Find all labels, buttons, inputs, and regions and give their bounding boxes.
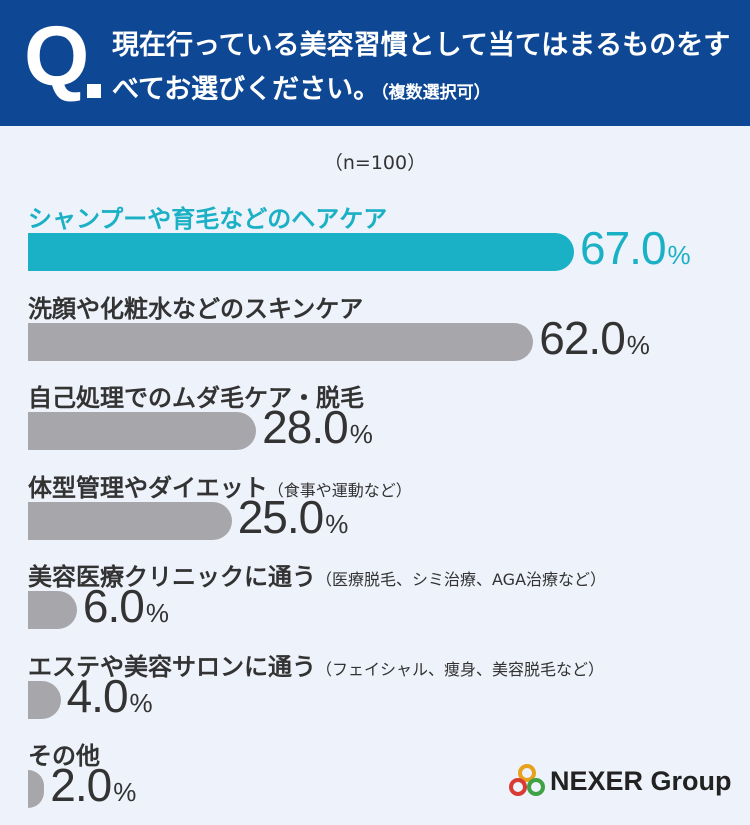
value-number: 4.0 xyxy=(66,669,129,722)
nexer-logo-text: NEXER Group xyxy=(550,765,732,796)
question-text: 現在行っている美容習慣として当てはまるものをすべてお選びください。（複数選択可） xyxy=(112,24,742,115)
value-unit: % xyxy=(129,687,153,718)
category-label: エステや美容サロンに通う（フェイシャル、痩身、美容脱毛など） xyxy=(28,647,604,682)
bar xyxy=(28,412,257,450)
question-note: （複数選択可） xyxy=(380,83,491,103)
category-name: シャンプーや育毛などのヘアケア xyxy=(28,205,388,233)
category-label: その他 xyxy=(28,736,100,771)
value-number: 2.0 xyxy=(50,759,112,811)
category-label: シャンプーや育毛などのヘアケア xyxy=(28,199,387,234)
value-unit: % xyxy=(325,508,349,539)
value-number: 28.0 xyxy=(262,401,349,453)
category-note: （食事や運動など） xyxy=(267,480,412,500)
value-unit: % xyxy=(145,598,169,628)
value-number: 62.0 xyxy=(539,311,626,364)
value-number: 6.0 xyxy=(82,580,145,632)
value-unit: % xyxy=(667,240,691,270)
bar xyxy=(28,501,232,540)
category-name: その他 xyxy=(28,742,100,770)
question-mark-dot xyxy=(87,84,101,98)
nexer-logo-icon xyxy=(509,764,545,796)
question-header: Q 現在行っている美容習慣として当てはまるものをすべてお選びください。（複数選択… xyxy=(0,0,750,126)
sample-size: （n=100） xyxy=(323,152,427,174)
category-name: 洗顔や化粧水などのスキンケア xyxy=(28,294,364,323)
bar xyxy=(28,770,45,808)
category-note: （医療脱毛、シミ治療、AGA治療など） xyxy=(316,570,607,589)
category-name: 自己処理でのムダ毛ケア・脱毛 xyxy=(28,384,364,412)
category-note: （フェイシャル、痩身、美容脱毛など） xyxy=(316,659,605,679)
value-label: 25.0% xyxy=(238,490,349,544)
value-label: 4.0% xyxy=(67,669,153,723)
bar xyxy=(28,591,77,629)
value-label: 6.0% xyxy=(83,579,169,633)
value-unit: % xyxy=(626,329,650,360)
bar xyxy=(28,680,61,719)
category-label: 自己処理でのムダ毛ケア・脱毛 xyxy=(28,378,364,413)
value-number: 67.0 xyxy=(580,222,667,274)
category-name: 体型管理やダイエット xyxy=(28,473,268,502)
value-unit: % xyxy=(113,777,137,807)
value-label: 28.0% xyxy=(262,400,373,454)
value-label: 67.0% xyxy=(580,221,691,275)
nexer-logo: NEXER Group xyxy=(508,763,732,799)
value-label: 62.0% xyxy=(539,311,650,365)
value-label: 2.0% xyxy=(50,758,136,812)
question-main: 現在行っている美容習慣として当てはまるものをすべてお選びください。 xyxy=(112,30,731,105)
category-label: 美容医療クリニックに通う（医療脱毛、シミ治療、AGA治療など） xyxy=(28,557,606,592)
category-label: 体型管理やダイエット（食事や運動など） xyxy=(28,468,412,503)
category-label: 洗顔や化粧水などのスキンケア xyxy=(28,289,363,324)
bar xyxy=(28,322,534,361)
value-unit: % xyxy=(349,419,373,449)
question-mark: Q xyxy=(24,9,90,103)
bar xyxy=(28,233,574,271)
value-number: 25.0 xyxy=(237,490,325,543)
category-name: 美容医療クリニックに通う xyxy=(28,563,316,591)
category-name: エステや美容サロンに通う xyxy=(28,652,316,681)
